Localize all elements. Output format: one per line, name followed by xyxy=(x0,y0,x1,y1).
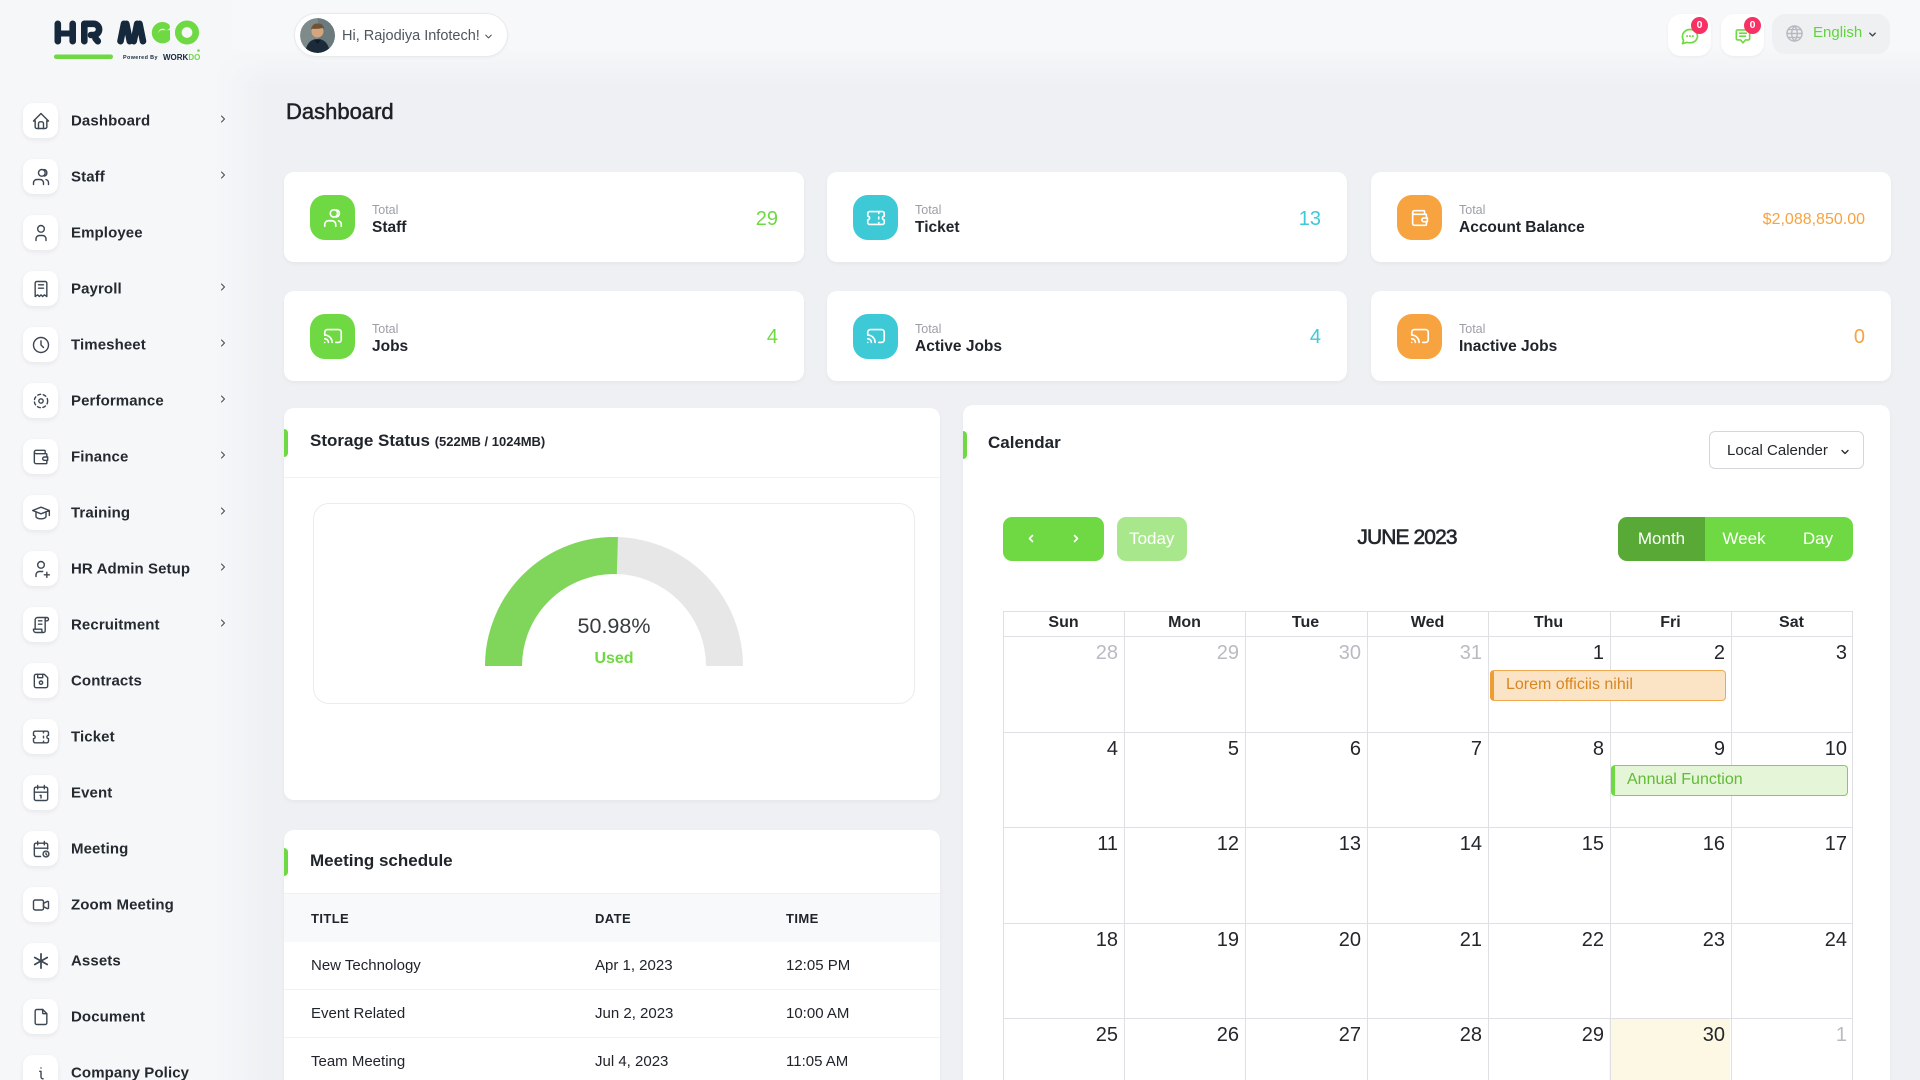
svg-text:Powered By: Powered By xyxy=(123,55,158,61)
svg-text:WORKDO: WORKDO xyxy=(163,53,200,62)
